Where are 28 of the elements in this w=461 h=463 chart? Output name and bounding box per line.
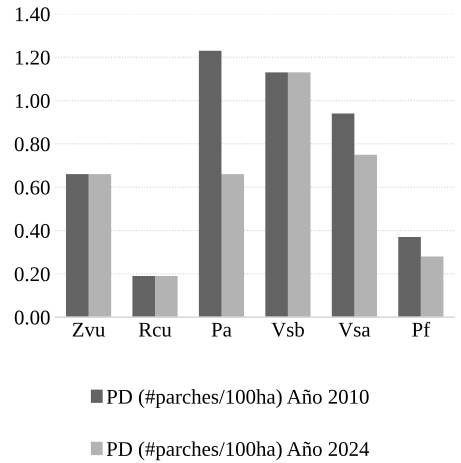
bar bbox=[332, 114, 354, 318]
y-tick-label: 1.20 bbox=[16, 50, 50, 65]
y-tick-label: 0.20 bbox=[14, 267, 50, 282]
bar bbox=[155, 276, 178, 318]
bar bbox=[132, 276, 156, 318]
y-tick-label: 0.40 bbox=[14, 224, 50, 238]
x-tick-label: Pf bbox=[412, 322, 430, 336]
bar bbox=[288, 72, 311, 318]
y-tick-label: 0.60 bbox=[14, 180, 50, 195]
bar bbox=[354, 154, 377, 318]
bar bbox=[420, 256, 444, 318]
x-tick-label: Rcu bbox=[138, 322, 172, 337]
bar bbox=[66, 174, 89, 318]
legend-label: PD (#parches/100ha) Año 2010 bbox=[106, 389, 369, 408]
x-tick-label: Vsb bbox=[271, 322, 304, 337]
x-tick-label: Zvu bbox=[72, 322, 105, 337]
y-tick-label: 0.00 bbox=[14, 310, 50, 325]
y-tick-label: 1.00 bbox=[16, 94, 50, 108]
bar bbox=[398, 237, 421, 318]
bar bbox=[221, 174, 244, 318]
legend-label: PD (#parches/100ha) Año 2024 bbox=[106, 441, 370, 460]
bar bbox=[198, 50, 222, 318]
bar bbox=[88, 174, 112, 318]
y-tick-label: 1.40 bbox=[16, 7, 50, 22]
y-tick-label: 0.80 bbox=[14, 137, 50, 152]
x-tick-label: Vsa bbox=[338, 322, 370, 337]
bar bbox=[265, 72, 288, 318]
x-tick-label: Pa bbox=[212, 322, 232, 337]
